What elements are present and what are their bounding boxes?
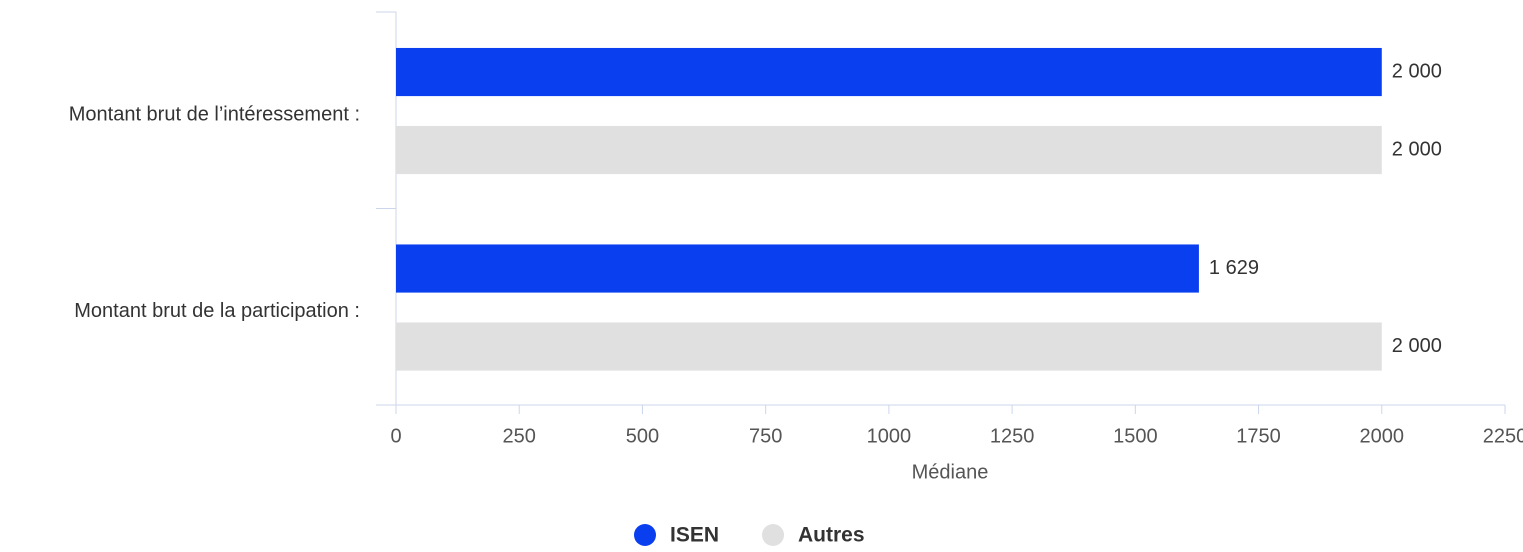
bar — [396, 244, 1199, 293]
bar — [396, 47, 1382, 97]
bar — [396, 125, 1382, 175]
x-tick-label: 1000 — [867, 425, 912, 447]
value-label: 1 629 — [1209, 257, 1259, 279]
x-tick-label: 1750 — [1236, 425, 1281, 447]
legend-marker — [762, 524, 785, 546]
bar — [396, 322, 1382, 371]
x-tick-label: 750 — [749, 425, 782, 447]
x-tick-label: 500 — [626, 425, 659, 447]
legend-label: Autres — [798, 524, 865, 547]
x-axis-label: Médiane — [912, 461, 989, 483]
x-tick-label: 250 — [503, 425, 536, 447]
x-tick-label: 0 — [390, 425, 401, 447]
value-label: 2 000 — [1392, 60, 1442, 82]
value-label: 2 000 — [1392, 335, 1442, 357]
x-tick-label: 1250 — [990, 425, 1035, 447]
x-tick-label: 2000 — [1360, 425, 1405, 447]
y-tick-label: Montant brut de l’intéressement : — [69, 104, 360, 126]
y-tick-label: Montant brut de la participation : — [74, 300, 360, 322]
legend-marker — [634, 524, 656, 546]
x-tick-label: 1500 — [1113, 425, 1158, 447]
value-label: 2 000 — [1392, 138, 1442, 160]
legend-label: ISEN — [670, 524, 719, 547]
x-tick-label: 2250 — [1483, 425, 1523, 447]
